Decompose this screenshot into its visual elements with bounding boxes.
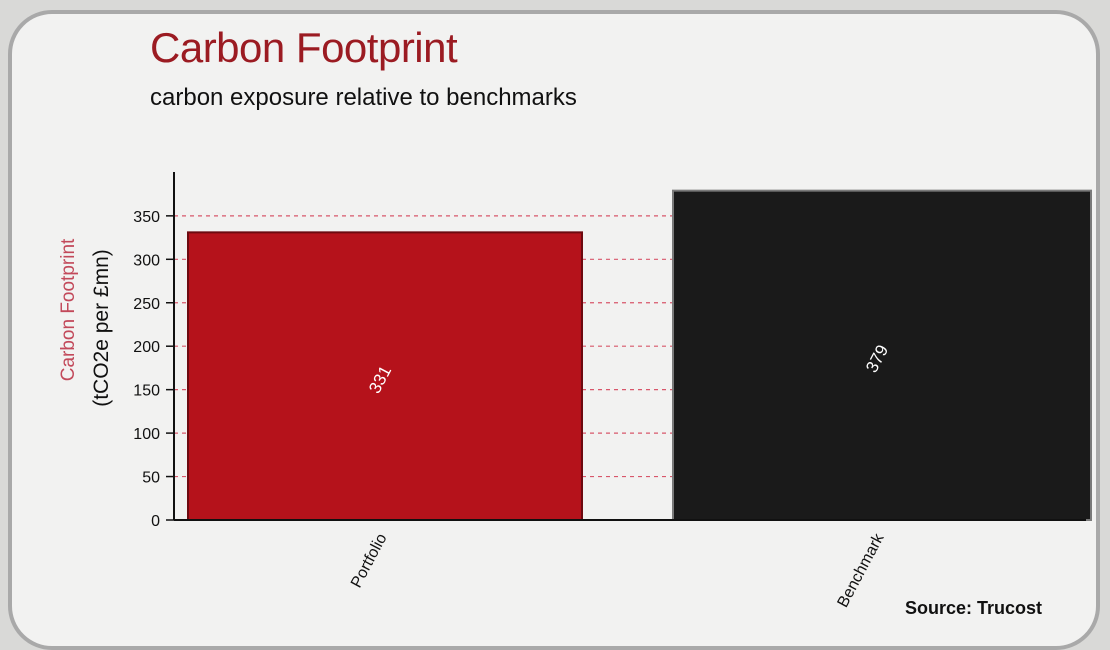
category-label: Benchmark — [835, 530, 888, 610]
y-tick-label: 100 — [133, 426, 160, 443]
y-tick-label: 350 — [133, 209, 160, 226]
y-tick-label: 300 — [133, 252, 160, 269]
y-tick-label: 150 — [133, 383, 160, 400]
category-labels: Portfolio Benchmark — [348, 530, 888, 610]
source-note: Source: Trucost — [905, 598, 1043, 618]
bars — [187, 189, 1092, 522]
chart-title: Carbon Footprint — [150, 24, 458, 71]
y-ticks: 0 50 100 150 200 250 300 350 — [133, 209, 174, 530]
y-tick-label: 50 — [142, 470, 160, 487]
bar-benchmark — [672, 189, 1092, 522]
y-tick-label: 250 — [133, 296, 160, 313]
chart-subtitle: carbon exposure relative to benchmarks — [150, 84, 577, 111]
y-axis-label-primary: Carbon Footprint — [58, 238, 79, 381]
y-tick-label: 200 — [133, 339, 160, 356]
category-label: Portfolio — [348, 531, 391, 591]
bar-portfolio — [187, 231, 583, 521]
y-tick-label: 0 — [151, 513, 160, 530]
y-axis-label-units: (tCO2e per £mn) — [90, 249, 113, 407]
